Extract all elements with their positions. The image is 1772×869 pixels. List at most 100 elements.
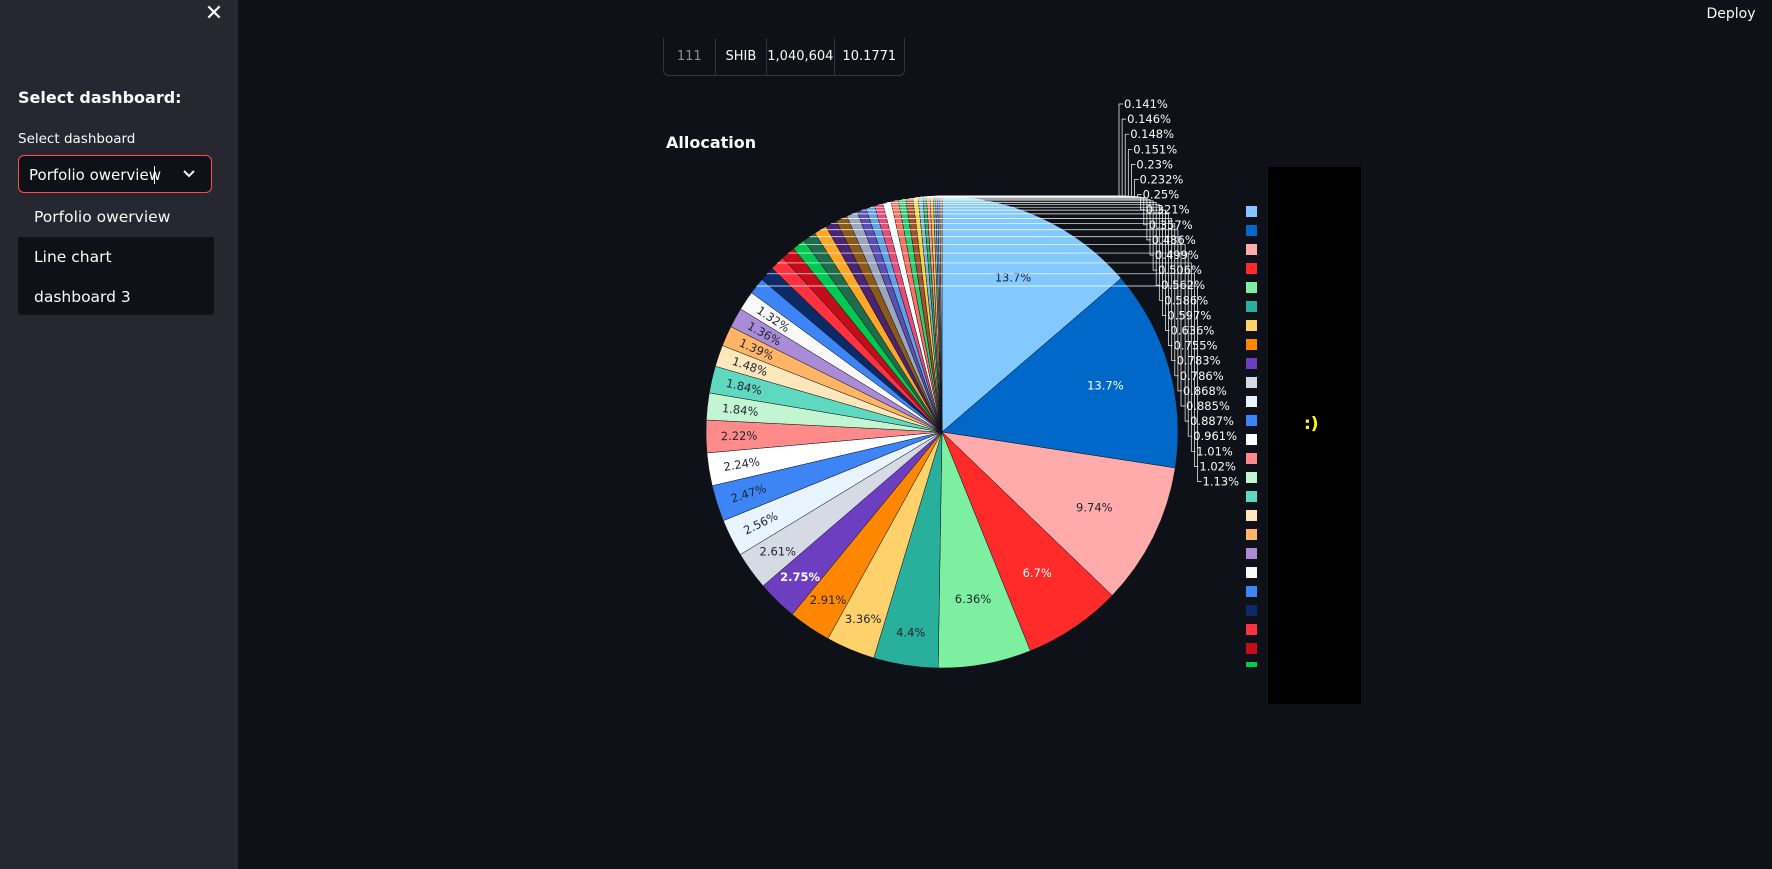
- legend-swatch[interactable]: [1246, 377, 1257, 388]
- pie-outside-label: 1.13%: [1203, 475, 1240, 489]
- pie-slice-label: 6.7%: [1023, 566, 1052, 580]
- label-leader-line: [809, 236, 1185, 407]
- label-leader-line: [931, 164, 1136, 197]
- text-caret: [154, 166, 155, 184]
- legend-swatch[interactable]: [1246, 434, 1257, 445]
- pie-outside-label: 1.02%: [1199, 459, 1236, 473]
- label-leader-line: [798, 244, 1190, 422]
- pie-outside-label: 0.499%: [1155, 248, 1199, 262]
- pie-outside-label: 0.597%: [1167, 308, 1211, 322]
- legend-swatch[interactable]: [1246, 662, 1257, 667]
- sidebar: ✕ Select dashboard: Select dashboard Por…: [0, 0, 238, 869]
- label-leader-line: [924, 194, 1142, 197]
- pie-outside-label: 0.321%: [1146, 203, 1190, 217]
- legend-swatch[interactable]: [1246, 301, 1257, 312]
- pie-outside-label: 0.25%: [1143, 188, 1180, 202]
- label-leader-line: [940, 103, 1123, 197]
- pie-slice-label: 9.74%: [1076, 500, 1113, 514]
- pie-outside-label: 0.786%: [1180, 369, 1224, 383]
- legend-swatch[interactable]: [1246, 567, 1257, 578]
- legend-swatch[interactable]: [1246, 263, 1257, 274]
- legend-swatch[interactable]: [1246, 225, 1257, 236]
- legend-swatch[interactable]: [1246, 358, 1257, 369]
- pie-outside-label: 0.636%: [1171, 324, 1215, 338]
- legend-swatch[interactable]: [1246, 453, 1257, 464]
- pie-outside-label: 0.148%: [1130, 127, 1174, 141]
- sidebar-heading: Select dashboard:: [18, 88, 182, 107]
- legend-swatch[interactable]: [1246, 491, 1257, 502]
- smiley-text: :): [1304, 414, 1319, 434]
- pie-outside-label: 0.961%: [1193, 429, 1237, 443]
- legend-swatch[interactable]: [1246, 320, 1257, 331]
- legend-swatch[interactable]: [1246, 396, 1257, 407]
- label-leader-line: [934, 148, 1133, 197]
- label-leader-line: [920, 196, 1145, 211]
- legend-swatch[interactable]: [1246, 605, 1257, 616]
- pie-outside-label: 0.887%: [1190, 414, 1234, 428]
- label-leader-line: [820, 229, 1182, 392]
- legend-swatch[interactable]: [1246, 244, 1257, 255]
- dashboard-select[interactable]: Porfolio owerview: [18, 155, 212, 193]
- legend-swatch[interactable]: [1246, 510, 1257, 521]
- legend-swatch[interactable]: [1246, 643, 1257, 654]
- table-cell-symbol: SHIB: [716, 38, 768, 75]
- label-leader-line: [938, 118, 1127, 197]
- pie-outside-label: 0.232%: [1140, 173, 1184, 187]
- legend-swatch[interactable]: [1246, 415, 1257, 426]
- label-leader-line: [831, 223, 1179, 377]
- label-leader-line: [878, 204, 1164, 301]
- pie-outside-label: 0.506%: [1158, 263, 1202, 277]
- legend-swatch[interactable]: [1246, 586, 1257, 597]
- legend-swatch[interactable]: [1246, 624, 1257, 635]
- label-leader-line: [756, 285, 1202, 482]
- chart-title: Allocation: [666, 133, 757, 152]
- label-leader-line: [915, 197, 1148, 226]
- pie-outside-label: 0.141%: [1124, 97, 1168, 111]
- close-sidebar-button[interactable]: ✕: [198, 0, 230, 28]
- pie-slice-label: 2.75%: [780, 570, 820, 584]
- pie-outside-label: 0.357%: [1149, 218, 1193, 232]
- legend-swatch[interactable]: [1246, 529, 1257, 540]
- label-leader-line: [909, 197, 1151, 241]
- pie-slice[interactable]: [941, 431, 1176, 596]
- table-cell-value: 10.1771: [842, 49, 897, 64]
- pie-outside-label: 0.562%: [1161, 278, 1205, 292]
- table-cell-index: 111: [664, 38, 716, 75]
- dashboard-dropdown: Porfolio owerview Line chart dashboard 3: [18, 197, 214, 315]
- legend-swatch[interactable]: [1246, 472, 1257, 483]
- pie-outside-label: 0.885%: [1186, 399, 1230, 413]
- label-leader-line: [766, 273, 1199, 467]
- pie-slice-label: 2.24%: [722, 454, 760, 474]
- legend-swatch[interactable]: [1246, 206, 1257, 217]
- label-leader-line: [886, 202, 1161, 286]
- pie-outside-label: 0.868%: [1183, 384, 1227, 398]
- option-dashboard-3[interactable]: dashboard 3: [34, 288, 131, 306]
- pie-outside-label: 0.586%: [1164, 293, 1208, 307]
- select-label: Select dashboard: [18, 131, 136, 147]
- legend-swatch[interactable]: [1246, 339, 1257, 350]
- pie-slice-label: 13.7%: [1087, 378, 1124, 392]
- pie-slice-label: 3.36%: [845, 612, 882, 626]
- label-leader-line: [861, 209, 1170, 331]
- label-leader-line: [851, 213, 1173, 346]
- select-value: Porfolio owerview: [29, 166, 161, 184]
- deploy-button[interactable]: Deploy: [1706, 6, 1756, 22]
- pie-outside-label: 0.783%: [1177, 354, 1221, 368]
- pie-slice-label: 4.4%: [896, 626, 925, 640]
- label-leader-line: [777, 262, 1196, 452]
- label-leader-line: [870, 206, 1167, 316]
- table-cell-amount: 1,040,604: [767, 38, 835, 75]
- legend-swatch[interactable]: [1246, 282, 1257, 293]
- option-line-chart[interactable]: Line chart: [34, 248, 112, 266]
- black-panel: [1268, 167, 1361, 704]
- pie-outside-label: 0.23%: [1136, 157, 1173, 171]
- pie-slice-label: 2.22%: [721, 429, 758, 444]
- pie-slice[interactable]: [941, 277, 1179, 469]
- option-portfolio-overview[interactable]: Porfolio owerview: [18, 197, 214, 237]
- legend-swatch[interactable]: [1246, 548, 1257, 559]
- pie-outside-label: 1.01%: [1196, 444, 1233, 458]
- chevron-down-icon[interactable]: [182, 169, 196, 179]
- label-leader-line: [894, 200, 1158, 271]
- pie-outside-label: 0.755%: [1174, 339, 1218, 353]
